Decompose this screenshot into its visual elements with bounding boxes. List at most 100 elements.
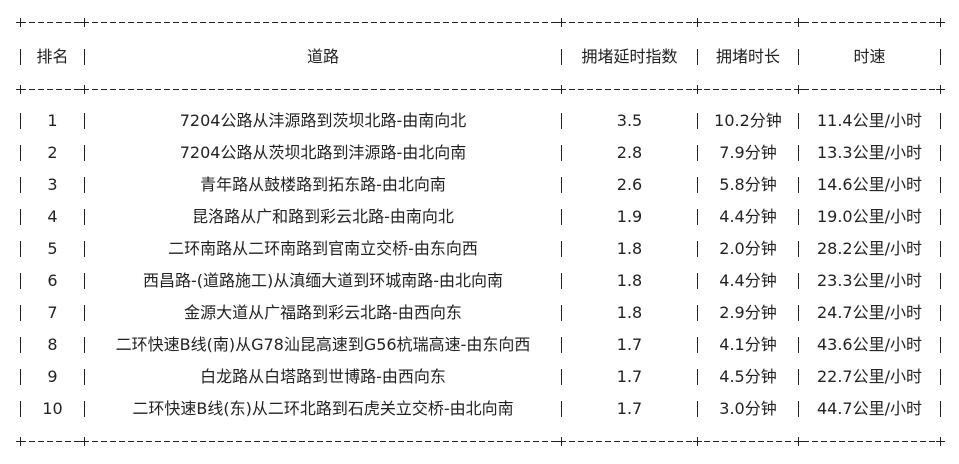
column-separator bbox=[84, 241, 85, 257]
column-separator bbox=[84, 49, 85, 65]
cell-rank: 4 bbox=[47, 207, 58, 226]
table-corner-plus bbox=[80, 85, 89, 94]
table-border-line bbox=[20, 441, 941, 442]
cell-road: 7204公路从沣源路到茨坝北路-由南向北 bbox=[179, 111, 467, 130]
column-separator bbox=[798, 305, 799, 321]
table-corner-plus bbox=[557, 437, 566, 446]
column-separator bbox=[84, 177, 85, 193]
column-separator bbox=[940, 305, 941, 321]
cell-congestion-duration: 2.0分钟 bbox=[719, 239, 777, 258]
column-separator bbox=[561, 401, 562, 417]
header-road: 道路 bbox=[306, 47, 339, 66]
column-separator bbox=[84, 209, 85, 225]
column-separator bbox=[798, 401, 799, 417]
cell-rank: 2 bbox=[47, 143, 58, 162]
cell-speed: 19.0公里/小时 bbox=[816, 207, 923, 226]
cell-speed: 28.2公里/小时 bbox=[816, 239, 923, 258]
table-corner-plus bbox=[936, 18, 945, 27]
cell-speed: 44.7公里/小时 bbox=[816, 399, 923, 418]
cell-road: 白龙路从白塔路到世博路-由西向东 bbox=[200, 367, 446, 386]
cell-congestion-duration: 10.2分钟 bbox=[714, 111, 782, 130]
cell-road: 二环快速B线(南)从G78汕昆高速到G56杭瑞高速-由东向西 bbox=[115, 335, 531, 354]
cell-rank: 10 bbox=[42, 399, 63, 418]
cell-speed: 11.4公里/小时 bbox=[816, 111, 923, 130]
cell-delay-index: 1.8 bbox=[616, 303, 643, 322]
cell-congestion-duration: 4.1分钟 bbox=[719, 335, 777, 354]
table-corner-plus bbox=[557, 85, 566, 94]
column-separator bbox=[940, 113, 941, 129]
column-separator bbox=[798, 49, 799, 65]
column-separator bbox=[798, 337, 799, 353]
cell-congestion-duration: 5.8分钟 bbox=[719, 175, 777, 194]
column-separator bbox=[84, 305, 85, 321]
cell-congestion-duration: 4.4分钟 bbox=[719, 207, 777, 226]
header-rank: 排名 bbox=[36, 47, 69, 66]
column-separator bbox=[561, 49, 562, 65]
table-corner-plus bbox=[936, 437, 945, 446]
column-separator bbox=[20, 337, 21, 353]
cell-speed: 24.7公里/小时 bbox=[816, 303, 923, 322]
column-separator bbox=[20, 273, 21, 289]
table-corner-plus bbox=[557, 18, 566, 27]
column-separator bbox=[84, 369, 85, 385]
cell-delay-index: 3.5 bbox=[616, 111, 643, 130]
cell-road: 昆洛路从广和路到彩云北路-由南向北 bbox=[192, 207, 454, 226]
cell-rank: 3 bbox=[47, 175, 58, 194]
cell-rank: 7 bbox=[47, 303, 58, 322]
column-separator bbox=[940, 49, 941, 65]
column-separator bbox=[20, 305, 21, 321]
column-separator bbox=[697, 177, 698, 193]
column-separator bbox=[697, 209, 698, 225]
cell-congestion-duration: 4.5分钟 bbox=[719, 367, 777, 386]
table-corner-plus bbox=[693, 18, 702, 27]
column-separator bbox=[697, 145, 698, 161]
cell-rank: 5 bbox=[47, 239, 58, 258]
column-separator bbox=[940, 369, 941, 385]
column-separator bbox=[697, 369, 698, 385]
cell-road: 二环南路从二环南路到官南立交桥-由东向西 bbox=[168, 239, 478, 258]
cell-speed: 22.7公里/小时 bbox=[816, 367, 923, 386]
column-separator bbox=[798, 113, 799, 129]
cell-delay-index: 2.6 bbox=[616, 175, 643, 194]
column-separator bbox=[84, 273, 85, 289]
column-separator bbox=[20, 241, 21, 257]
column-separator bbox=[84, 145, 85, 161]
table-corner-plus bbox=[794, 85, 803, 94]
cell-speed: 23.3公里/小时 bbox=[816, 271, 923, 290]
column-separator bbox=[940, 273, 941, 289]
column-separator bbox=[20, 113, 21, 129]
table-corner-plus bbox=[16, 437, 25, 446]
column-separator bbox=[697, 337, 698, 353]
column-separator bbox=[697, 401, 698, 417]
cell-delay-index: 1.8 bbox=[616, 271, 643, 290]
column-separator bbox=[697, 113, 698, 129]
column-separator bbox=[561, 145, 562, 161]
cell-congestion-duration: 4.4分钟 bbox=[719, 271, 777, 290]
column-separator bbox=[697, 305, 698, 321]
column-separator bbox=[697, 241, 698, 257]
cell-road: 青年路从鼓楼路到拓东路-由北向南 bbox=[200, 175, 446, 194]
cell-rank: 1 bbox=[47, 111, 58, 130]
cell-delay-index: 2.8 bbox=[616, 143, 643, 162]
column-separator bbox=[561, 113, 562, 129]
column-separator bbox=[561, 273, 562, 289]
column-separator bbox=[84, 113, 85, 129]
table-corner-plus bbox=[80, 437, 89, 446]
header-congestion-duration: 拥堵时长 bbox=[715, 47, 780, 66]
column-separator bbox=[20, 177, 21, 193]
table-border-line bbox=[20, 89, 941, 90]
cell-delay-index: 1.7 bbox=[616, 367, 643, 386]
column-separator bbox=[940, 401, 941, 417]
column-separator bbox=[561, 337, 562, 353]
column-separator bbox=[561, 177, 562, 193]
table-corner-plus bbox=[80, 18, 89, 27]
column-separator bbox=[20, 401, 21, 417]
cell-delay-index: 1.7 bbox=[616, 399, 643, 418]
column-separator bbox=[697, 49, 698, 65]
column-separator bbox=[561, 305, 562, 321]
cell-delay-index: 1.7 bbox=[616, 335, 643, 354]
cell-delay-index: 1.9 bbox=[616, 207, 643, 226]
table-corner-plus bbox=[794, 18, 803, 27]
column-separator bbox=[20, 369, 21, 385]
column-separator bbox=[798, 369, 799, 385]
